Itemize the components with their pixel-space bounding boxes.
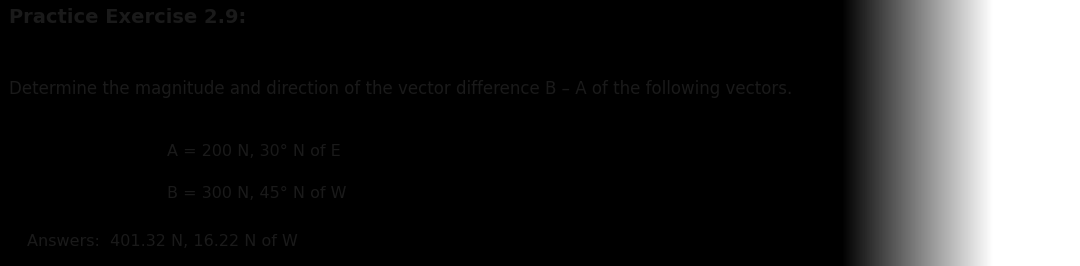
Text: Answers:  401.32 N, 16.22 N of W: Answers: 401.32 N, 16.22 N of W — [27, 234, 298, 249]
Text: B = 300 N, 45° N of W: B = 300 N, 45° N of W — [167, 186, 347, 201]
Text: Determine the magnitude and direction of the vector difference B – A of the foll: Determine the magnitude and direction of… — [9, 80, 792, 98]
Text: Practice Exercise 2.9:: Practice Exercise 2.9: — [9, 8, 246, 27]
Text: A = 200 N, 30° N of E: A = 200 N, 30° N of E — [167, 144, 341, 159]
